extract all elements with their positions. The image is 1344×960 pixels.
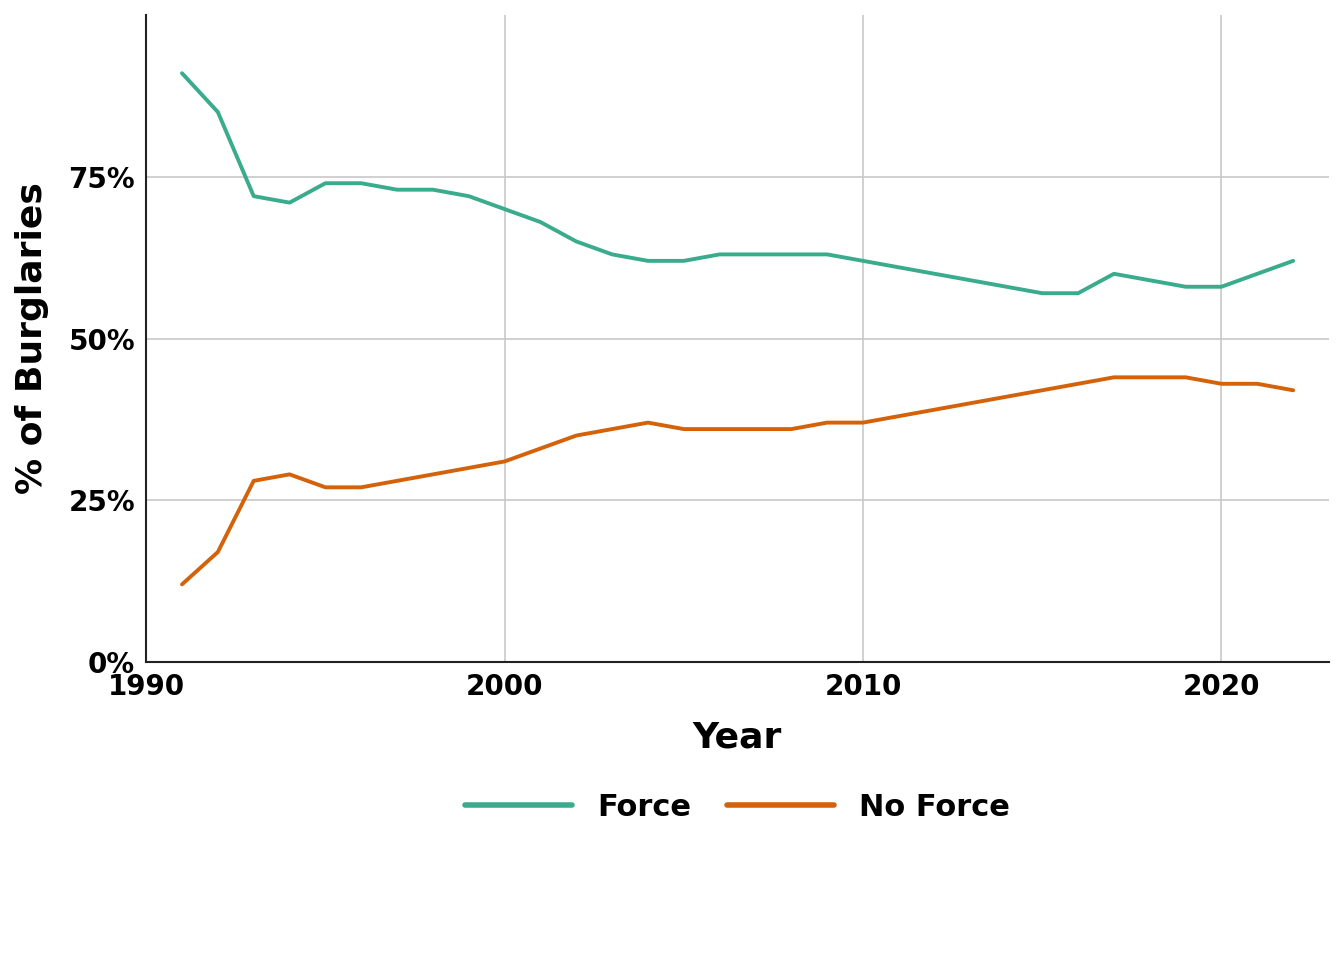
No Force xyxy=(1250,378,1266,390)
No Force xyxy=(246,475,262,487)
No Force xyxy=(1034,385,1050,396)
No Force xyxy=(999,391,1015,402)
Force xyxy=(818,249,835,260)
Force xyxy=(962,275,978,286)
No Force xyxy=(747,423,763,435)
Force xyxy=(747,249,763,260)
Force xyxy=(317,178,333,189)
Legend: Force, No Force: Force, No Force xyxy=(453,780,1021,834)
Force xyxy=(532,216,548,228)
Force xyxy=(1177,281,1193,293)
No Force xyxy=(1285,385,1301,396)
Force xyxy=(1141,275,1157,286)
No Force xyxy=(818,417,835,428)
Line: No Force: No Force xyxy=(181,377,1293,585)
Force xyxy=(353,178,370,189)
Force xyxy=(1070,287,1086,299)
No Force xyxy=(173,579,190,590)
No Force xyxy=(425,468,441,480)
No Force xyxy=(1214,378,1230,390)
Force xyxy=(999,281,1015,293)
No Force xyxy=(210,546,226,558)
No Force xyxy=(1070,378,1086,390)
Force xyxy=(855,255,871,267)
Force xyxy=(1250,268,1266,279)
Force xyxy=(1106,268,1122,279)
Force xyxy=(210,107,226,118)
Force xyxy=(784,249,800,260)
No Force xyxy=(1141,372,1157,383)
No Force xyxy=(1106,372,1122,383)
Force xyxy=(891,261,907,273)
X-axis label: Year: Year xyxy=(694,721,782,755)
No Force xyxy=(962,397,978,409)
No Force xyxy=(855,417,871,428)
No Force xyxy=(317,482,333,493)
Line: Force: Force xyxy=(181,73,1293,293)
Force xyxy=(569,236,585,248)
No Force xyxy=(784,423,800,435)
No Force xyxy=(461,462,477,473)
Force xyxy=(1285,255,1301,267)
No Force xyxy=(640,417,656,428)
No Force xyxy=(388,475,405,487)
No Force xyxy=(532,443,548,454)
No Force xyxy=(1177,372,1193,383)
No Force xyxy=(711,423,727,435)
Y-axis label: % of Burglaries: % of Burglaries xyxy=(15,182,48,494)
No Force xyxy=(281,468,297,480)
Force xyxy=(1214,281,1230,293)
No Force xyxy=(496,456,512,468)
No Force xyxy=(603,423,620,435)
No Force xyxy=(676,423,692,435)
Force xyxy=(425,184,441,196)
Force xyxy=(926,268,942,279)
Force xyxy=(1034,287,1050,299)
No Force xyxy=(926,404,942,416)
No Force xyxy=(891,410,907,421)
Force xyxy=(496,204,512,215)
Force xyxy=(603,249,620,260)
Force xyxy=(711,249,727,260)
No Force xyxy=(353,482,370,493)
Force xyxy=(640,255,656,267)
Force xyxy=(281,197,297,208)
Force xyxy=(676,255,692,267)
Force xyxy=(461,190,477,202)
Force xyxy=(388,184,405,196)
No Force xyxy=(569,430,585,442)
Force xyxy=(246,190,262,202)
Force xyxy=(173,67,190,79)
